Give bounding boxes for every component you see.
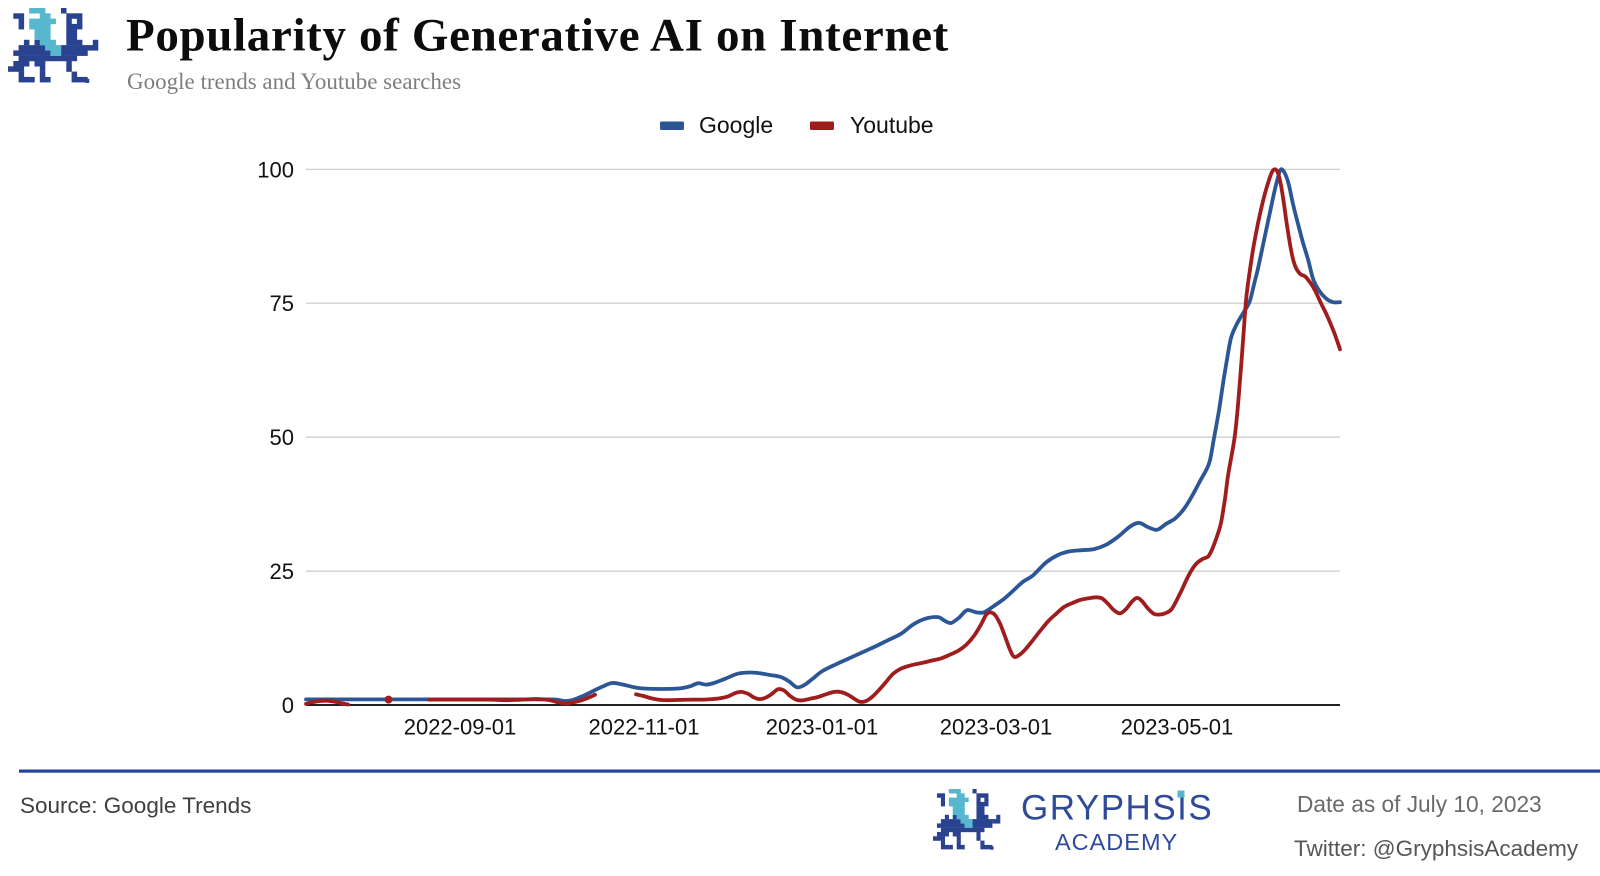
- svg-text:ACADEMY: ACADEMY: [1055, 829, 1178, 855]
- svg-text:2023-03-01: 2023-03-01: [940, 715, 1053, 740]
- svg-text:2023-05-01: 2023-05-01: [1121, 715, 1234, 740]
- svg-text:75: 75: [270, 291, 294, 316]
- svg-text:Source: Google Trends: Source: Google Trends: [20, 793, 251, 818]
- svg-text:100: 100: [257, 157, 294, 182]
- svg-text:25: 25: [270, 559, 294, 584]
- svg-text:2022-11-01: 2022-11-01: [589, 715, 700, 740]
- svg-text:0: 0: [282, 693, 294, 718]
- svg-text:Date as of July 10, 2023: Date as of July 10, 2023: [1297, 791, 1542, 817]
- svg-text:Google trends and Youtube sear: Google trends and Youtube searches: [127, 69, 461, 94]
- svg-text:Youtube: Youtube: [850, 112, 934, 138]
- svg-text:50: 50: [270, 425, 294, 450]
- svg-text:Google: Google: [699, 112, 773, 138]
- svg-text:Popularity of Generative AI on: Popularity of Generative AI on Internet: [126, 10, 949, 62]
- svg-text:2022-09-01: 2022-09-01: [404, 715, 517, 740]
- svg-text:Twitter: @GryphsisAcademy: Twitter: @GryphsisAcademy: [1294, 836, 1579, 861]
- svg-text:2023-01-01: 2023-01-01: [766, 715, 879, 740]
